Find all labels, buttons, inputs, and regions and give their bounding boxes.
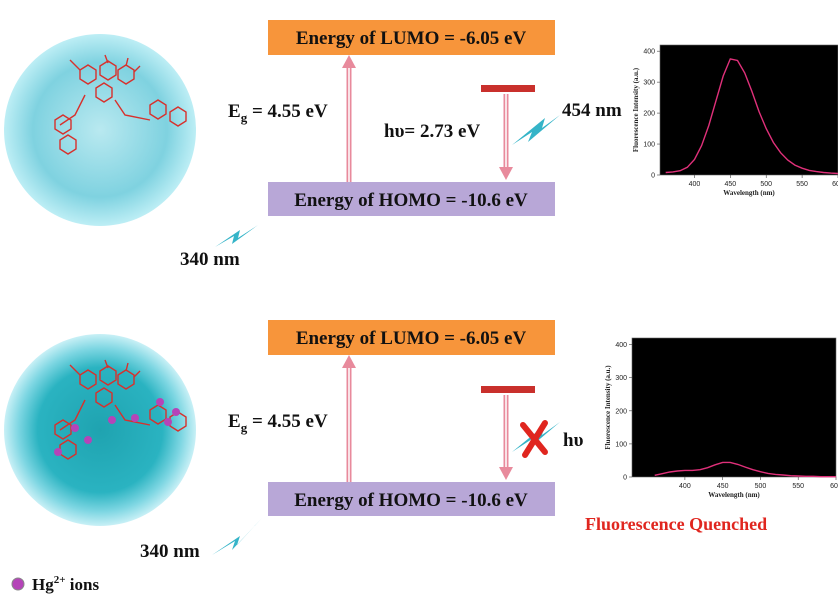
legend-label: Hg2+ ions [32, 574, 99, 594]
molecule [54, 54, 187, 155]
gap-subscript: g [241, 110, 248, 125]
emission-wavelength: 454 nm [562, 100, 622, 121]
plot-area [659, 44, 838, 176]
excitation-bolt [215, 225, 258, 247]
gap-symbol: E [228, 411, 241, 432]
homo-box [268, 182, 555, 216]
gap-subscript: g [241, 420, 248, 435]
gap-value: = 4.55 eV [247, 411, 328, 432]
y-tick-label: 0 [623, 475, 627, 482]
gap-symbol: E [228, 101, 241, 122]
emission-bolt [512, 115, 560, 145]
y-tick-label: 100 [643, 142, 655, 149]
gap-label: Eg = 4.55 eV [228, 101, 328, 125]
y-tick-label: 200 [643, 111, 655, 118]
excitation-label: 340 nm [180, 249, 240, 270]
x-axis-title: Wavelength (nm) [723, 189, 775, 197]
arrow-head [499, 467, 513, 480]
x-tick-label: 500 [760, 181, 772, 188]
spectrum-line [654, 461, 836, 478]
y-axis-title: Fluorescence Intensity (a.u.) [632, 67, 640, 152]
excitation-bolt [212, 518, 262, 555]
y-tick-label: 100 [615, 441, 627, 448]
homo-label: Energy of HOMO = -10.6 eV [294, 190, 528, 211]
x-tick-label: 500 [755, 483, 767, 490]
y-tick-label: 300 [643, 80, 655, 87]
x-tick-label: 600 [830, 483, 838, 490]
blocked-mark [520, 420, 548, 458]
y-axis-title: Fluorescence Intensity (a.u.) [604, 365, 612, 450]
arrow-head [342, 355, 356, 368]
probe-sphere [4, 334, 196, 526]
x-tick-label: 550 [796, 181, 808, 188]
legend-charge: 2+ [54, 574, 66, 586]
lumo-label: Energy of LUMO = -6.05 eV [296, 28, 527, 49]
arrow-head [499, 167, 513, 180]
homo-label: Energy of HOMO = -10.6 eV [294, 490, 528, 511]
lumo-box [268, 320, 555, 355]
x-tick-label: 450 [724, 181, 736, 188]
spectrum-line [665, 58, 838, 175]
x-tick-label: 400 [689, 181, 701, 188]
x-tick-label: 400 [679, 483, 691, 490]
x-tick-label: 550 [792, 483, 804, 490]
x-tick-label: 450 [717, 483, 729, 490]
arrow-head [342, 55, 356, 68]
excited-level [481, 85, 535, 92]
x-axis-title: Wavelength (nm) [708, 491, 760, 499]
y-tick-label: 0 [651, 173, 655, 180]
homo-box [268, 482, 555, 516]
legend-suffix: ions [66, 575, 100, 594]
molecule [54, 359, 187, 460]
x-tick-label: 600 [832, 181, 838, 188]
plot-area [631, 337, 837, 478]
hg-ions [54, 398, 180, 456]
excitation-label: 340 nm [140, 541, 200, 562]
lumo-box [268, 20, 555, 55]
status-label: Fluorescence Quenched [585, 514, 767, 534]
gap-value: = 4.55 eV [247, 101, 328, 122]
lumo-label: Energy of LUMO = -6.05 eV [296, 328, 527, 349]
y-tick-label: 200 [615, 408, 627, 415]
y-tick-label: 400 [643, 49, 655, 56]
legend-element: Hg [32, 575, 54, 594]
probe-sphere [4, 34, 196, 226]
legend-icon [11, 577, 25, 591]
excited-level [481, 386, 535, 393]
emission-label: hυ= 2.73 eV [384, 121, 480, 142]
y-tick-label: 400 [615, 342, 627, 349]
emission-label: hυ [563, 430, 584, 451]
gap-label: Eg = 4.55 eV [228, 411, 328, 435]
y-tick-label: 300 [615, 375, 627, 382]
